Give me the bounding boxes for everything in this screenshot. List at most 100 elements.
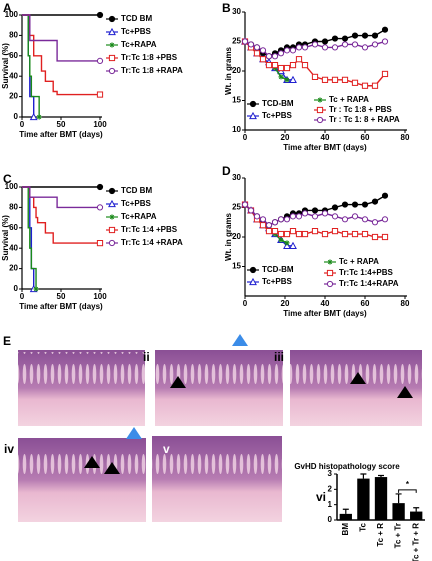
- marker: [371, 198, 379, 205]
- marker: [361, 82, 369, 89]
- marker: [108, 67, 116, 75]
- bar: [392, 503, 405, 520]
- marker: [108, 15, 116, 23]
- marker: [259, 47, 267, 54]
- marker: [351, 230, 359, 238]
- marker: [301, 230, 309, 238]
- marker: [96, 183, 104, 191]
- marker: [321, 38, 329, 45]
- x-tick-label: 100: [93, 120, 107, 129]
- marker: [321, 44, 329, 51]
- marker: [96, 57, 104, 65]
- marker: [295, 230, 303, 238]
- x-tick-label: 0: [243, 299, 248, 308]
- legend-label: Tc + RAPA: [339, 257, 379, 266]
- x-tick-label: BM: [341, 523, 350, 536]
- marker: [271, 228, 279, 235]
- marker: [295, 213, 303, 220]
- y-tick-label: 15: [232, 262, 241, 271]
- x-tick-label: 60: [361, 299, 370, 308]
- x-tick-label: 40: [321, 299, 330, 308]
- marker: [249, 266, 257, 274]
- crypts: [18, 352, 145, 388]
- x-tick-label: Tc + Tr + R: [411, 523, 420, 561]
- y-tick-label: 1: [328, 500, 333, 509]
- marker: [249, 100, 257, 108]
- x-tick-label: Tc + Tr: [394, 523, 403, 548]
- bar: [357, 478, 370, 520]
- marker: [371, 233, 379, 241]
- marker: [108, 239, 116, 247]
- marker: [326, 280, 334, 288]
- y-tick-label: 40: [9, 71, 18, 80]
- marker: [289, 75, 297, 83]
- marker: [361, 44, 369, 51]
- x-tick-label: 40: [321, 133, 330, 142]
- series-line: [22, 186, 100, 209]
- y-tick-label: 2: [328, 484, 333, 493]
- marker: [361, 230, 369, 238]
- legend-label: Tc+PBS: [262, 277, 293, 286]
- marker: [277, 50, 285, 57]
- legend-label: Tr:Tc 1:4+PBS: [339, 268, 394, 277]
- sub-label: iv: [4, 442, 14, 456]
- marker: [108, 54, 116, 62]
- x-tick-label: 20: [281, 133, 290, 142]
- y-tick-label: 20: [9, 92, 18, 101]
- legend-label: TCD-BM: [262, 99, 294, 108]
- error-bar: [360, 473, 367, 479]
- marker: [341, 201, 349, 208]
- legend-label: Tr : Tc 1: 8 + RAPA: [329, 115, 400, 124]
- marker: [316, 106, 324, 114]
- x-axis-label: Time after BMT (days): [283, 143, 367, 152]
- marker: [381, 70, 389, 78]
- marker: [278, 74, 284, 80]
- series-line: [22, 14, 100, 96]
- y-tick-label: 25: [232, 203, 241, 212]
- histology: [18, 334, 422, 522]
- marker: [271, 219, 279, 226]
- marker: [33, 286, 39, 292]
- bar: [410, 511, 423, 520]
- marker: [283, 216, 291, 223]
- x-tick-label: 0: [243, 133, 248, 142]
- marker: [351, 32, 359, 39]
- legend-label: TCD BM: [121, 186, 152, 195]
- marker: [321, 76, 329, 83]
- marker: [284, 77, 290, 83]
- legend-label: Tr:Tc 1:4+RAPA: [339, 279, 399, 288]
- marker: [289, 213, 297, 220]
- marker: [289, 228, 297, 235]
- marker: [277, 216, 285, 223]
- marker: [96, 11, 104, 19]
- marker: [277, 64, 285, 72]
- marker: [351, 213, 359, 220]
- legend-label: Tc+PBS: [121, 199, 152, 208]
- marker: [108, 27, 116, 36]
- annotation: *: [406, 480, 410, 489]
- y-tick-label: 20: [232, 232, 241, 241]
- marker: [283, 64, 291, 72]
- marker: [289, 241, 297, 249]
- x-tick-label: 20: [281, 299, 290, 308]
- legend-label: Tr : Tc 1:8 + PBS: [329, 105, 392, 114]
- y-tick-label: 100: [5, 10, 19, 19]
- panel-letter: D: [222, 164, 231, 178]
- legend-label: Tr:Tc 1:8 +RAPA: [121, 66, 183, 75]
- series-line: [22, 186, 37, 289]
- marker: [283, 230, 291, 238]
- marker: [284, 240, 290, 246]
- marker: [259, 222, 267, 229]
- y-tick-label: 20: [232, 66, 241, 75]
- bar: [374, 477, 388, 520]
- y-tick-label: 60: [9, 223, 18, 232]
- marker: [265, 222, 273, 229]
- legend-label: Tr:Tc 1:8 +PBS: [121, 53, 178, 62]
- marker: [241, 201, 249, 208]
- marker: [321, 210, 329, 217]
- marker: [295, 44, 303, 51]
- marker: [259, 56, 267, 63]
- y-tick-label: 80: [9, 31, 18, 40]
- error-bar: [378, 474, 384, 478]
